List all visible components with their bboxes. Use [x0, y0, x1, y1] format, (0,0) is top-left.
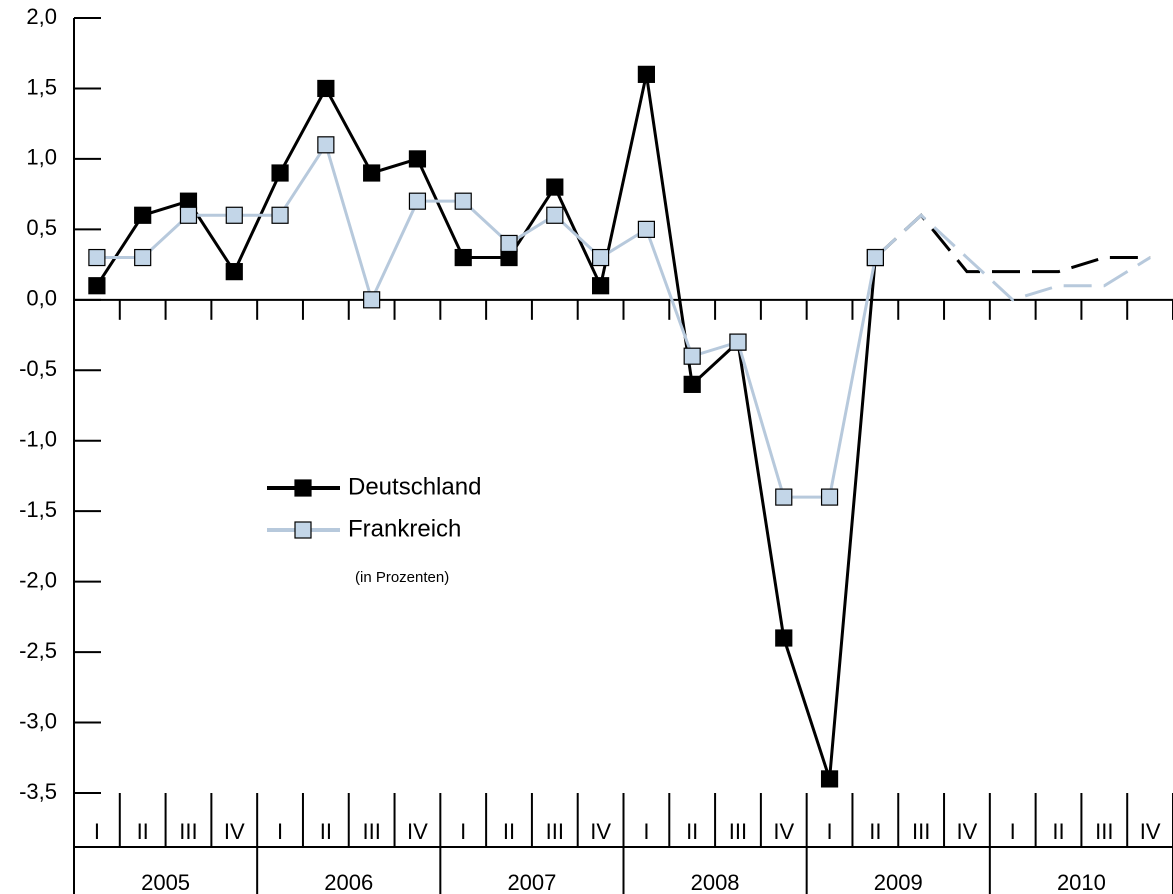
marker — [134, 248, 152, 267]
x-tick-label: IV — [407, 819, 428, 844]
marker — [179, 206, 198, 224]
legend-marker — [294, 521, 312, 539]
y-tick-label: 1,5 — [26, 74, 57, 99]
x-tick-label: I — [1010, 819, 1016, 844]
marker — [683, 375, 701, 393]
x-tick-label: III — [546, 819, 564, 844]
x-tick-label: III — [912, 819, 930, 844]
line — [96, 141, 877, 499]
marker — [866, 248, 884, 267]
year-label: 2010 — [1057, 870, 1106, 894]
line — [874, 213, 1151, 274]
marker — [500, 234, 518, 253]
marker — [408, 150, 427, 168]
x-tick-label: III — [179, 819, 197, 844]
x-tick-label: IV — [590, 819, 611, 844]
year-label: 2007 — [507, 870, 556, 894]
x-tick-label: IV — [773, 819, 794, 844]
x-tick-label: I — [94, 819, 100, 844]
y-tick-label: -3,5 — [19, 779, 57, 804]
marker — [88, 277, 106, 295]
marker — [592, 277, 610, 295]
x-tick-label: III — [729, 819, 747, 844]
line — [95, 74, 877, 780]
marker — [637, 65, 655, 83]
y-tick-label: -2,0 — [19, 567, 57, 592]
marker — [729, 333, 747, 351]
line — [874, 213, 1151, 302]
y-tick-label: 0,0 — [26, 286, 57, 311]
year-label: 2009 — [874, 870, 923, 894]
x-tick-label: IV — [957, 819, 978, 844]
marker — [225, 263, 243, 281]
year-label: 2006 — [324, 870, 373, 894]
x-tick-label: IV — [1140, 819, 1161, 844]
marker — [775, 629, 793, 647]
marker — [408, 192, 427, 210]
y-tick-label: -1,0 — [19, 427, 57, 452]
x-tick-label: I — [827, 819, 833, 844]
marker — [820, 770, 839, 788]
x-tick-label: I — [460, 819, 466, 844]
x-tick-label: II — [320, 819, 332, 844]
legend-label: Frankreich — [348, 515, 461, 542]
y-tick-label: -0,5 — [19, 356, 57, 381]
marker — [546, 178, 564, 196]
x-tick-label: IV — [224, 819, 245, 844]
marker — [637, 220, 655, 238]
marker — [271, 164, 289, 182]
x-tick-label: I — [277, 819, 283, 844]
x-tick-label: II — [869, 819, 881, 844]
marker — [820, 488, 839, 506]
marker — [317, 79, 335, 98]
x-tick-label: III — [1095, 819, 1113, 844]
marker — [454, 248, 472, 267]
marker — [775, 488, 793, 506]
year-label: 2005 — [141, 870, 190, 894]
legend-label: Deutschland — [348, 473, 481, 500]
year-label: 2008 — [691, 870, 740, 894]
x-tick-label: II — [503, 819, 515, 844]
marker — [225, 206, 243, 224]
marker — [454, 192, 472, 210]
x-tick-label: I — [643, 819, 649, 844]
y-tick-label: -1,5 — [19, 497, 57, 522]
y-tick-label: 1,0 — [26, 145, 57, 170]
x-tick-label: II — [1052, 819, 1064, 844]
marker — [683, 347, 701, 365]
marker — [546, 206, 564, 224]
marker — [363, 291, 381, 309]
marker — [592, 248, 610, 267]
y-tick-label: -3,0 — [19, 708, 57, 733]
y-tick-label: -2,5 — [19, 638, 57, 663]
marker — [88, 248, 106, 267]
y-tick-label: 0,5 — [26, 215, 57, 240]
marker — [271, 206, 289, 224]
annotation: (in Prozenten) — [355, 569, 449, 586]
marker — [363, 164, 381, 182]
x-tick-label: II — [686, 819, 698, 844]
x-tick-label: III — [362, 819, 380, 844]
marker — [134, 206, 152, 224]
y-tick-label: 2,0 — [26, 4, 57, 29]
marker — [317, 136, 335, 154]
x-tick-label: II — [137, 819, 149, 844]
legend-marker — [294, 479, 312, 497]
